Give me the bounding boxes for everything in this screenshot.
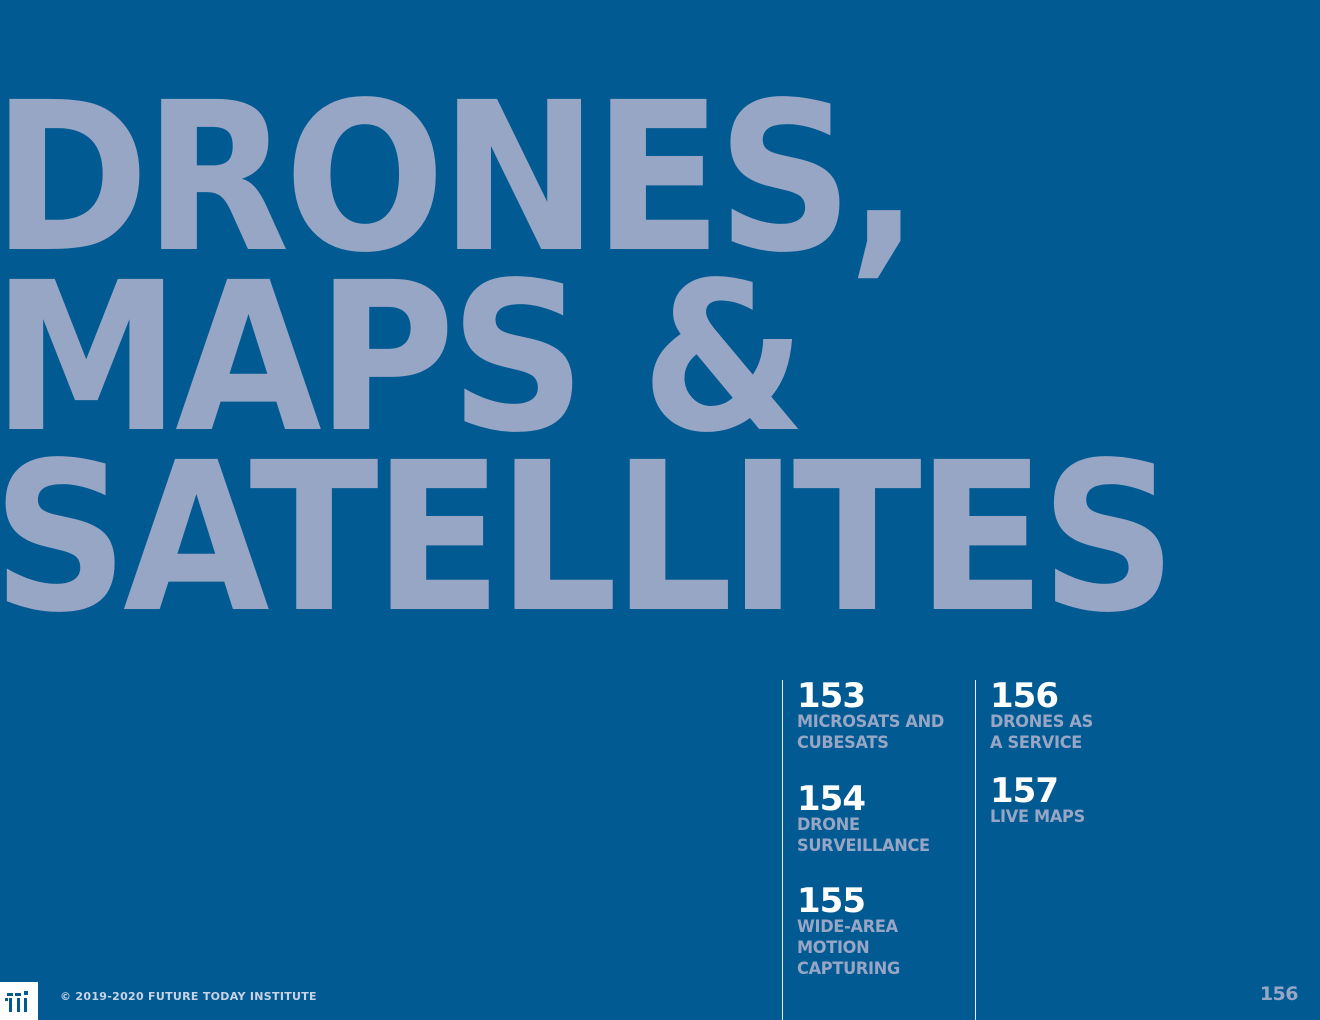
title-line-3: SATELLITES bbox=[0, 418, 1177, 658]
section-title: DRONES, MAPS & SATELLITES bbox=[0, 58, 1177, 658]
toc-topic-label: MICROSATS AND CUBESATS bbox=[797, 712, 944, 753]
toc-page-number: 155 bbox=[797, 881, 866, 921]
page-number: 156 bbox=[1259, 983, 1299, 1005]
toc-topic-label: DRONES AS A SERVICE bbox=[990, 712, 1093, 753]
toc-topic-label: DRONE SURVEILLANCE bbox=[797, 815, 930, 856]
fti-logo-icon bbox=[0, 982, 38, 1020]
toc-page-number: 153 bbox=[797, 676, 866, 716]
toc-item-155[interactable]: 155 WIDE-AREA MOTION CAPTURING bbox=[797, 881, 905, 980]
title-line-2: MAPS & bbox=[0, 238, 806, 478]
toc-page-number: 156 bbox=[990, 676, 1059, 716]
toc-topic-label: LIVE MAPS bbox=[990, 807, 1085, 827]
toc-item-156[interactable]: 156 DRONES AS A SERVICE bbox=[990, 676, 1098, 754]
toc-item-157[interactable]: 157 LIVE MAPS bbox=[990, 771, 1090, 828]
toc-item-153[interactable]: 153 MICROSATS AND CUBESATS bbox=[797, 676, 952, 754]
copyright-notice: © 2019-2020 FUTURE TODAY INSTITUTE bbox=[60, 990, 317, 1003]
toc-page-number: 157 bbox=[990, 771, 1059, 811]
toc-page-number: 154 bbox=[797, 779, 866, 819]
toc-column-2: 156 DRONES AS A SERVICE 157 LIVE MAPS bbox=[975, 676, 1168, 1020]
toc-topic-label: WIDE-AREA MOTION CAPTURING bbox=[797, 917, 900, 979]
toc-item-154[interactable]: 154 DRONE SURVEILLANCE bbox=[797, 779, 937, 857]
title-line-1: DRONES, bbox=[0, 58, 920, 298]
toc-column-1: 153 MICROSATS AND CUBESATS 154 DRONE SUR… bbox=[782, 676, 975, 1020]
